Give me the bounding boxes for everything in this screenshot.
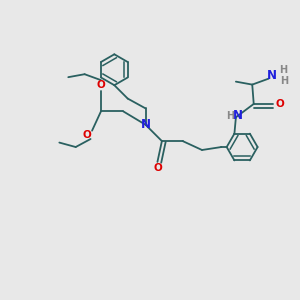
Text: O: O bbox=[275, 99, 284, 109]
Text: H: H bbox=[280, 76, 288, 86]
Text: N: N bbox=[140, 118, 151, 131]
Text: O: O bbox=[97, 80, 105, 90]
Text: H: H bbox=[226, 111, 235, 121]
Text: N: N bbox=[233, 109, 243, 122]
Text: O: O bbox=[153, 164, 162, 173]
Text: O: O bbox=[82, 130, 91, 140]
Text: N: N bbox=[267, 69, 277, 82]
Text: H: H bbox=[279, 65, 287, 75]
